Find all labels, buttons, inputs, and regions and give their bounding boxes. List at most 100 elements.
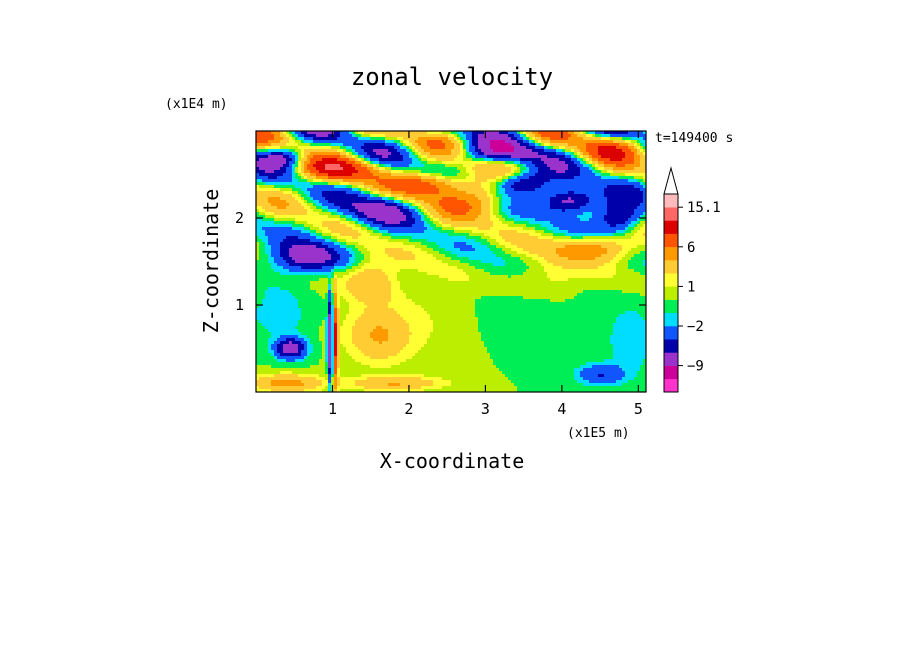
field-cell — [595, 209, 599, 213]
field-cell — [577, 197, 581, 201]
field-cell — [604, 134, 608, 138]
field-cell — [295, 155, 299, 159]
field-cell — [643, 155, 647, 159]
field-cell — [475, 194, 479, 198]
field-cell — [628, 176, 632, 180]
field-cell — [595, 170, 599, 174]
field-cell — [643, 239, 647, 243]
field-cell — [379, 209, 383, 213]
field-cell — [433, 209, 437, 213]
field-cell — [268, 179, 272, 183]
field-cell — [469, 194, 473, 198]
field-cell — [430, 170, 434, 174]
field-cell — [424, 236, 428, 240]
field-cell — [319, 149, 323, 153]
field-cell — [454, 146, 458, 150]
field-cell — [430, 215, 434, 219]
field-cell — [364, 221, 368, 225]
field-cell — [517, 227, 521, 231]
field-cell — [427, 179, 431, 183]
field-cell — [331, 167, 335, 171]
field-cell — [451, 203, 455, 207]
field-cell — [571, 176, 575, 180]
field-cell — [442, 152, 446, 156]
field-cell — [481, 182, 485, 186]
field-cell — [388, 179, 392, 183]
field-cell — [364, 176, 368, 180]
field-cell — [559, 215, 563, 219]
field-cell — [454, 155, 458, 159]
field-cell — [274, 188, 278, 192]
field-cell — [313, 137, 317, 141]
field-cell — [412, 140, 416, 144]
field-cell — [571, 158, 575, 162]
field-cell — [469, 218, 473, 222]
field-cell — [379, 203, 383, 207]
field-cell — [538, 131, 542, 135]
field-cell — [637, 227, 641, 231]
field-cell — [499, 143, 503, 147]
field-cell — [400, 161, 404, 165]
field-cell — [445, 143, 449, 147]
field-cell — [604, 197, 608, 201]
field-cell — [358, 158, 362, 162]
field-cell — [430, 203, 434, 207]
field-cell — [508, 221, 512, 225]
field-cell — [508, 155, 512, 159]
field-cell — [628, 149, 632, 153]
field-cell — [577, 206, 581, 210]
field-cell — [532, 155, 536, 159]
field-cell — [388, 185, 392, 189]
field-cell — [466, 212, 470, 216]
field-cell — [352, 212, 356, 216]
field-cell — [628, 188, 632, 192]
field-cell — [415, 194, 419, 198]
field-cell — [625, 209, 629, 213]
field-cell — [559, 140, 563, 144]
field-cell — [259, 161, 263, 165]
field-cell — [643, 185, 647, 189]
field-cell — [550, 131, 554, 135]
field-cell — [274, 218, 278, 222]
field-cell — [382, 233, 386, 237]
field-cell — [430, 230, 434, 234]
field-cell — [316, 140, 320, 144]
field-cell — [601, 131, 605, 135]
field-cell — [532, 176, 536, 180]
field-cell — [607, 185, 611, 189]
field-cell — [262, 146, 266, 150]
field-cell — [310, 149, 314, 153]
field-cell — [541, 131, 545, 135]
field-cell — [265, 215, 269, 219]
field-cell — [325, 218, 329, 222]
field-cell — [427, 176, 431, 180]
field-cell — [595, 191, 599, 195]
field-cell — [412, 131, 416, 135]
field-cell — [505, 146, 509, 150]
field-cell — [328, 137, 332, 141]
field-cell — [607, 155, 611, 159]
field-cell — [472, 206, 476, 210]
field-cell — [283, 167, 287, 171]
field-cell — [586, 230, 590, 234]
field-cell — [445, 137, 449, 141]
field-cell — [517, 176, 521, 180]
field-cell — [442, 173, 446, 177]
field-cell — [562, 137, 566, 141]
field-cell — [286, 215, 290, 219]
field-cell — [496, 221, 500, 225]
field-cell — [529, 185, 533, 189]
field-cell — [412, 137, 416, 141]
field-cell — [565, 131, 569, 135]
field-cell — [274, 242, 278, 246]
field-cell — [448, 224, 452, 228]
field-cell — [319, 245, 323, 249]
field-cell — [355, 194, 359, 198]
field-cell — [484, 230, 488, 234]
field-cell — [589, 182, 593, 186]
field-cell — [337, 221, 341, 225]
field-cell — [337, 152, 341, 156]
field-cell — [457, 140, 461, 144]
field-cell — [454, 200, 458, 204]
field-cell — [391, 221, 395, 225]
